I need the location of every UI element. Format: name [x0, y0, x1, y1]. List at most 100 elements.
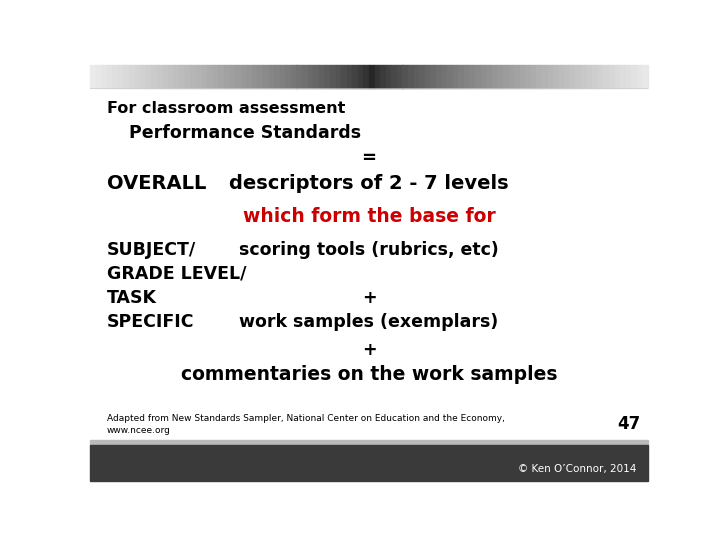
Bar [218, 65, 224, 87]
Bar [124, 65, 129, 87]
Text: Performance Standards: Performance Standards [129, 124, 361, 143]
Bar [269, 65, 274, 87]
Bar [492, 65, 498, 87]
Bar [464, 65, 469, 87]
Bar [90, 65, 96, 87]
Bar [453, 65, 459, 87]
Bar [486, 65, 492, 87]
Bar [157, 65, 163, 87]
Bar [498, 65, 503, 87]
Bar [459, 65, 464, 87]
Bar [570, 65, 575, 87]
Text: OVERALL: OVERALL [107, 174, 206, 193]
Text: SPECIFIC: SPECIFIC [107, 313, 194, 331]
Bar [307, 65, 313, 87]
Bar [436, 65, 441, 87]
Text: © Ken O’Connor, 2014: © Ken O’Connor, 2014 [518, 464, 637, 474]
Bar [140, 65, 146, 87]
Bar [637, 65, 642, 87]
Bar [631, 65, 637, 87]
Bar [174, 65, 179, 87]
Bar [168, 65, 174, 87]
Text: +: + [361, 341, 377, 359]
Bar [358, 65, 364, 87]
Bar [280, 65, 285, 87]
Text: +: + [361, 289, 377, 307]
Bar [190, 65, 196, 87]
Bar [520, 65, 526, 87]
Bar [364, 65, 369, 87]
Bar [240, 65, 246, 87]
Bar [559, 65, 564, 87]
Bar [252, 65, 258, 87]
Bar [469, 65, 475, 87]
Bar [603, 65, 609, 87]
Bar [163, 65, 168, 87]
Bar [475, 65, 481, 87]
Bar [642, 65, 648, 87]
Bar [202, 65, 207, 87]
Text: 47: 47 [617, 415, 641, 434]
Bar [386, 65, 392, 87]
Bar [352, 65, 358, 87]
Bar [431, 65, 436, 87]
Bar [447, 65, 453, 87]
Text: For classroom assessment: For classroom assessment [107, 101, 345, 116]
Bar [575, 65, 581, 87]
Bar [380, 65, 386, 87]
Bar [392, 65, 397, 87]
Bar [369, 65, 374, 87]
Bar [207, 65, 213, 87]
Bar [313, 65, 319, 87]
Text: work samples (exemplars): work samples (exemplars) [239, 313, 499, 331]
Bar [347, 65, 352, 87]
Text: commentaries on the work samples: commentaries on the work samples [181, 365, 557, 384]
Bar [179, 65, 185, 87]
Bar [330, 65, 336, 87]
Bar [620, 65, 626, 87]
Text: Adapted from New Standards Sampler, National Center on Education and the Economy: Adapted from New Standards Sampler, Nati… [107, 414, 505, 435]
Text: descriptors of 2 - 7 levels: descriptors of 2 - 7 levels [229, 174, 509, 193]
Bar [213, 65, 218, 87]
Bar [101, 65, 107, 87]
Bar [258, 65, 263, 87]
Bar [291, 65, 297, 87]
Bar [508, 65, 514, 87]
Bar [514, 65, 520, 87]
Bar [336, 65, 341, 87]
Bar [112, 65, 118, 87]
Bar [542, 65, 548, 87]
Bar [425, 65, 431, 87]
Bar [246, 65, 252, 87]
Bar [564, 65, 570, 87]
Bar [626, 65, 631, 87]
Bar [581, 65, 587, 87]
Bar [609, 65, 615, 87]
Text: which form the base for: which form the base for [243, 207, 495, 226]
Bar [319, 65, 325, 87]
Bar [297, 65, 302, 87]
Bar [615, 65, 620, 87]
Bar [263, 65, 269, 87]
Bar [90, 446, 648, 481]
Bar [235, 65, 240, 87]
Bar [397, 65, 402, 87]
Bar [196, 65, 202, 87]
Bar [274, 65, 280, 87]
Bar [413, 65, 419, 87]
Bar [151, 65, 157, 87]
Bar [324, 65, 330, 87]
Bar [129, 65, 135, 87]
Text: TASK: TASK [107, 289, 157, 307]
Bar [302, 65, 307, 87]
Bar [185, 65, 191, 87]
Bar [341, 65, 347, 87]
Bar [481, 65, 486, 87]
Bar [419, 65, 425, 87]
Bar [145, 65, 151, 87]
Text: =: = [361, 150, 377, 167]
Bar [402, 65, 408, 87]
Bar [230, 65, 235, 87]
Bar [107, 65, 112, 87]
Bar [593, 65, 598, 87]
